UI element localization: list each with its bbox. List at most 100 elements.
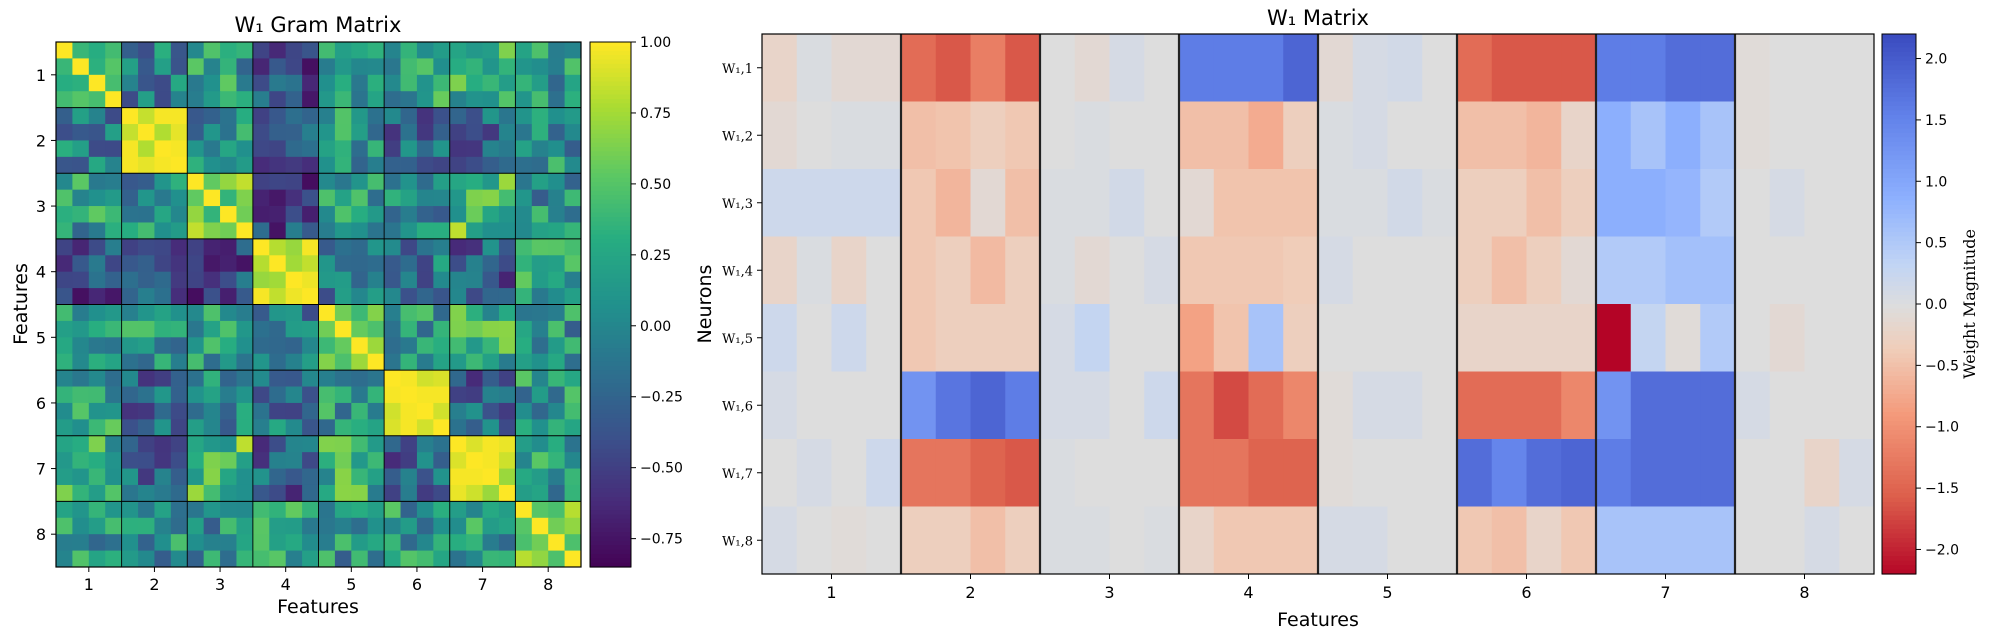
gram-cell — [170, 435, 188, 453]
w-matrix-cell — [1352, 371, 1388, 440]
gram-cell — [285, 91, 303, 109]
gram-cell — [466, 288, 483, 305]
gram-cell — [466, 156, 483, 174]
w-matrix-cell — [1283, 371, 1319, 440]
gram-cell — [269, 42, 287, 59]
gram-colorbar-segment — [590, 243, 631, 249]
w-matrix-colorbar-segment — [1882, 538, 1916, 544]
gram-cell — [384, 419, 401, 437]
w-matrix-colorbar-segment — [1882, 196, 1916, 202]
gram-cell — [236, 238, 254, 256]
gram-cell — [187, 452, 205, 469]
gram-cell — [236, 353, 254, 371]
gram-cell — [400, 271, 418, 289]
w-matrix-cell — [1491, 506, 1527, 575]
gram-cell — [88, 501, 106, 519]
gram-colorbar-segment — [590, 103, 631, 109]
gram-cell — [351, 402, 369, 420]
gram-cell — [236, 386, 254, 404]
gram-cell — [187, 140, 205, 158]
w-matrix-y-ticks: W₁,1W₁,2W₁,3W₁,4W₁,5W₁,6W₁,7W₁,8 — [722, 62, 762, 549]
w-matrix-colorbar-segment — [1882, 272, 1916, 278]
gram-cell — [466, 484, 483, 502]
w-matrix-colorbar-segment — [1882, 331, 1916, 337]
gram-cell — [433, 124, 451, 141]
gram-cell — [498, 534, 516, 551]
gram-cell — [236, 173, 254, 191]
gram-cell — [121, 517, 139, 535]
gram-cell — [220, 238, 237, 256]
gram-cell — [449, 206, 467, 223]
gram-cell — [187, 468, 205, 486]
gram-cell — [105, 435, 123, 453]
w-matrix-colorbar-segment — [1882, 394, 1916, 400]
gram-cell — [269, 255, 287, 273]
gram-cell — [498, 255, 516, 273]
gram-cell — [220, 255, 237, 273]
gram-colorbar-tick-label: 0.50 — [640, 177, 671, 193]
w-matrix-cell — [1735, 439, 1771, 507]
gram-cell — [351, 255, 369, 273]
gram-cell — [170, 42, 188, 59]
gram-cell — [56, 156, 73, 174]
gram-cell — [400, 173, 418, 191]
gram-cell — [88, 484, 106, 502]
gram-cell — [252, 140, 270, 158]
gram-cell — [170, 484, 188, 502]
w-matrix-cell — [1213, 34, 1249, 102]
gram-cell — [285, 238, 303, 256]
gram-cell — [564, 140, 582, 158]
gram-colorbar-segment — [590, 120, 631, 126]
gram-cell — [515, 550, 533, 568]
gram-cell — [400, 419, 418, 437]
gram-cell — [564, 402, 582, 420]
w-matrix-colorbar-segment — [1882, 425, 1916, 431]
w-matrix-colorbar-segment — [1882, 434, 1916, 440]
gram-cell — [302, 156, 319, 174]
gram-cell — [482, 337, 500, 355]
gram-y-tick-label: 8 — [36, 525, 46, 544]
w-matrix-cell — [1491, 304, 1527, 372]
gram-cell — [187, 320, 205, 338]
gram-cell — [105, 452, 123, 469]
gram-colorbar-segment — [590, 370, 631, 376]
w-matrix-colorbar-segment — [1882, 439, 1916, 445]
gram-cell — [466, 238, 483, 256]
gram-cell — [416, 42, 434, 59]
gram-cell — [367, 173, 385, 191]
w-matrix-cell — [1179, 34, 1215, 102]
gram-cell — [105, 255, 123, 273]
gram-cell — [482, 320, 500, 338]
w-matrix-colorbar-segment — [1882, 142, 1916, 148]
gram-cell — [531, 91, 549, 109]
gram-cell — [138, 140, 155, 158]
gram-cell — [449, 156, 467, 174]
w-matrix-colorbar-segment — [1882, 542, 1916, 548]
gram-cell — [548, 550, 565, 568]
gram-cell — [105, 419, 123, 437]
gram-cell — [285, 337, 303, 355]
gram-cell — [433, 42, 451, 59]
gram-cell — [400, 156, 418, 174]
gram-cell — [203, 435, 221, 453]
gram-cell — [56, 173, 73, 191]
w-matrix-colorbar-segment — [1882, 335, 1916, 341]
gram-cell — [515, 124, 533, 141]
gram-colorbar-segment — [590, 90, 631, 96]
w-matrix-cell — [1839, 236, 1875, 305]
gram-cell — [466, 91, 483, 109]
gram-cell — [466, 74, 483, 92]
gram-cell — [384, 484, 401, 502]
gram-cell — [433, 288, 451, 305]
gram-cell — [56, 386, 73, 404]
gram-cell — [220, 189, 237, 207]
gram-cell — [466, 386, 483, 404]
gram-cell — [433, 435, 451, 453]
w-matrix-colorbar-tick-label: 0.0 — [1925, 297, 1947, 313]
gram-cell — [105, 140, 123, 158]
gram-cell — [498, 435, 516, 453]
gram-cell — [334, 320, 352, 338]
gram-cell — [334, 271, 352, 289]
w-matrix-cell — [970, 34, 1006, 102]
w-matrix-cell — [935, 506, 971, 575]
